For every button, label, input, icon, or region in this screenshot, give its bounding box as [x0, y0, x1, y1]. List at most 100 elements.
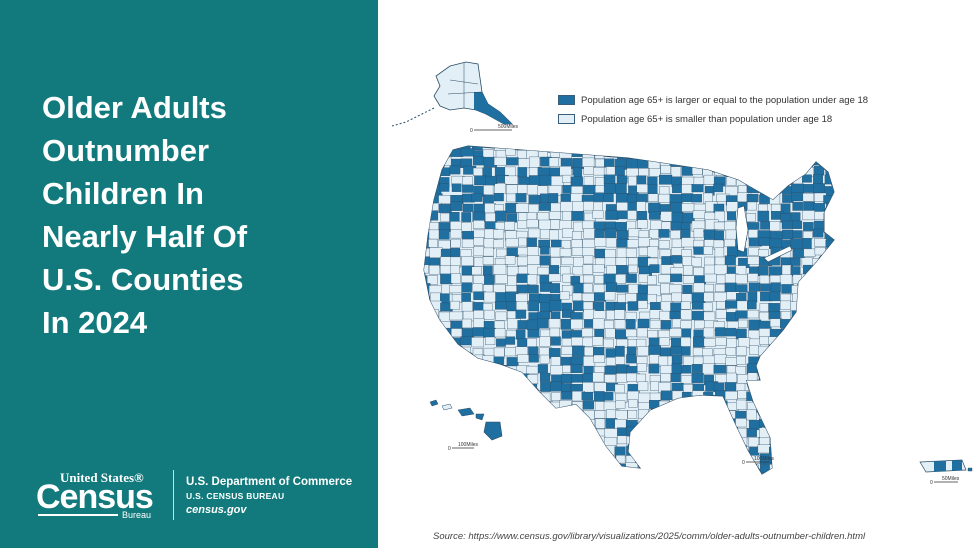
county: [616, 373, 628, 383]
county: [496, 463, 509, 473]
county: [626, 273, 637, 283]
county: [825, 222, 834, 232]
county: [801, 273, 814, 285]
county: [790, 257, 801, 266]
county: [694, 320, 706, 329]
county: [439, 392, 450, 402]
county: [472, 418, 485, 428]
county: [768, 356, 779, 366]
county: [527, 446, 538, 456]
county: [814, 473, 827, 474]
county: [515, 410, 527, 420]
county: [440, 249, 452, 258]
county: [494, 373, 507, 385]
county: [757, 176, 768, 186]
county: [462, 184, 474, 193]
county: [627, 301, 639, 311]
source-citation[interactable]: Source: https://www.census.gov/library/v…: [433, 531, 866, 542]
county: [781, 146, 793, 151]
county: [516, 301, 528, 311]
county: [802, 472, 814, 474]
county: [768, 185, 779, 197]
county: [813, 390, 824, 399]
county: [505, 417, 516, 427]
county: [440, 273, 453, 284]
county: [724, 282, 737, 292]
county: [529, 156, 540, 168]
website-link[interactable]: census.gov: [186, 504, 247, 516]
county: [792, 248, 805, 258]
county: [483, 238, 495, 249]
county: [681, 203, 695, 212]
county: [484, 446, 495, 458]
census-logo[interactable]: United States® Census Bureau: [34, 470, 184, 522]
county: [758, 473, 772, 474]
county: [424, 302, 430, 311]
county: [559, 464, 573, 474]
county: [792, 230, 803, 239]
county: [628, 399, 638, 408]
county: [637, 363, 647, 372]
county: [782, 462, 795, 471]
headline-line-5: U.S. Counties: [42, 262, 244, 297]
county: [527, 146, 540, 152]
county: [505, 383, 517, 394]
county: [825, 147, 834, 156]
county: [428, 346, 441, 355]
county: [526, 338, 537, 348]
county: [515, 329, 526, 340]
county: [517, 444, 529, 454]
county: [616, 238, 629, 248]
county: [670, 202, 684, 214]
county: [713, 292, 727, 302]
county: [517, 247, 529, 256]
county: [428, 455, 442, 466]
county: [835, 374, 848, 382]
county: [460, 346, 471, 357]
county: [823, 465, 834, 474]
county: [626, 354, 637, 364]
county: [639, 465, 651, 474]
county: [670, 373, 681, 383]
county: [782, 473, 793, 474]
county: [814, 247, 826, 256]
county: [538, 219, 552, 231]
county: [670, 146, 683, 151]
county: [727, 436, 741, 447]
county: [517, 167, 528, 178]
county: [527, 438, 539, 449]
county: [780, 328, 794, 339]
county: [483, 265, 493, 276]
county: [768, 176, 781, 187]
county: [760, 221, 771, 230]
county: [703, 391, 714, 401]
county: [835, 238, 845, 247]
county: [704, 273, 717, 283]
county: [506, 213, 518, 223]
county: [683, 149, 697, 160]
county: [781, 158, 794, 169]
county: [538, 445, 550, 457]
county: [572, 473, 584, 474]
county: [680, 320, 692, 330]
county: [604, 228, 617, 239]
county: [725, 300, 739, 309]
county: [715, 463, 727, 474]
county: [592, 210, 604, 219]
county: [647, 193, 659, 202]
county: [424, 176, 429, 185]
county: [616, 265, 630, 275]
county: [804, 365, 817, 376]
county: [825, 409, 834, 420]
county: [583, 274, 594, 284]
county: [505, 146, 517, 150]
county: [440, 363, 451, 375]
county: [627, 239, 639, 248]
county: [625, 329, 637, 338]
county: [724, 238, 736, 248]
county: [441, 409, 452, 420]
county: [504, 255, 516, 265]
county: [782, 392, 792, 403]
county: [736, 300, 749, 311]
county: [801, 238, 812, 249]
